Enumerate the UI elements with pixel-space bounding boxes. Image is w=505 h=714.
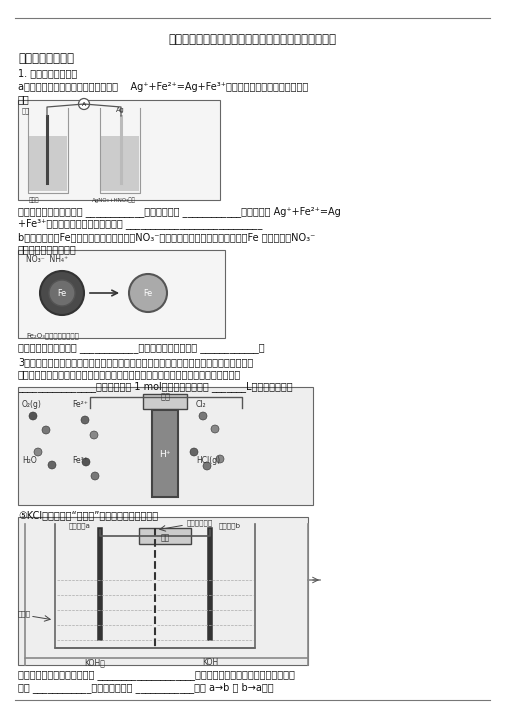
FancyBboxPatch shape: [152, 410, 178, 497]
Text: 阳离子交换膜: 阳离子交换膜: [187, 519, 213, 526]
Circle shape: [40, 271, 84, 315]
Text: Fe: Fe: [143, 288, 153, 298]
Text: A: A: [82, 101, 86, 106]
Text: Fe: Fe: [58, 288, 67, 298]
FancyBboxPatch shape: [56, 547, 154, 647]
Text: 电源: 电源: [161, 392, 171, 401]
Circle shape: [199, 412, 207, 420]
FancyBboxPatch shape: [143, 394, 187, 409]
Circle shape: [91, 472, 99, 480]
Text: HCl(g): HCl(g): [196, 456, 220, 465]
Text: 写出电解时阳极的电极反应式 ____________________电解过程中通过阳离子交换膜的离子主: 写出电解时阳极的电极反应式 ____________________电解过程中通…: [18, 670, 295, 680]
Text: 示。: 示。: [18, 94, 30, 104]
Circle shape: [49, 280, 75, 306]
Text: Cl₂: Cl₂: [196, 400, 207, 409]
Text: KOH电: KOH电: [84, 658, 106, 667]
Text: H₂O: H₂O: [22, 456, 37, 465]
Text: 上图中作负极的物质是 ____________。正极的电极反应式是 ____________。: 上图中作负极的物质是 ____________。正极的电极反应式是 ______…: [18, 343, 265, 353]
Circle shape: [90, 431, 98, 439]
Text: H⁺: H⁺: [159, 450, 171, 458]
FancyBboxPatch shape: [101, 136, 139, 191]
Circle shape: [29, 412, 37, 420]
Circle shape: [203, 462, 211, 470]
Circle shape: [42, 426, 50, 434]
Text: ⑤KCl：也可采用“电解法”制备，装置如图所示。: ⑤KCl：也可采用“电解法”制备，装置如图所示。: [18, 510, 158, 520]
FancyBboxPatch shape: [18, 250, 225, 338]
Text: 新的工艺方案，主要包括电化学过程和化学过程。如下图所示：阴极区的电极反应式为: 新的工艺方案，主要包括电化学过程和化学过程。如下图所示：阴极区的电极反应式为: [18, 369, 241, 379]
Text: 稀性电极a: 稀性电极a: [69, 522, 91, 528]
Text: 电源: 电源: [161, 533, 170, 543]
FancyBboxPatch shape: [156, 547, 254, 647]
Text: 高考化学易错题精选－化学能与电能练习题及答案解析: 高考化学易错题精选－化学能与电能练习题及答案解析: [168, 33, 336, 46]
Circle shape: [211, 425, 219, 433]
Circle shape: [190, 448, 198, 456]
Circle shape: [34, 448, 42, 456]
Circle shape: [216, 455, 224, 463]
Text: a）某同学利用原电池装置证明了反应    Ag⁺+Fe²⁺=Ag+Fe³⁺能够发生。设计的装置如下图所: a）某同学利用原电池装置证明了反应 Ag⁺+Fe²⁺=Ag+Fe³⁺能够发生。设…: [18, 82, 308, 92]
Text: +Fe³⁺能够发生的实验操作及现象是 ____________________________: +Fe³⁺能够发生的实验操作及现象是 _____________________…: [18, 218, 263, 229]
FancyBboxPatch shape: [18, 387, 313, 505]
FancyBboxPatch shape: [18, 517, 308, 665]
Circle shape: [129, 274, 167, 312]
Text: O₂(g): O₂(g): [22, 400, 42, 409]
Text: 要为 ____________。其迁移方向是 ____________（填 a→b 或 b→a）。: 要为 ____________。其迁移方向是 ____________（填 a→…: [18, 682, 274, 693]
Text: Fe₂O₃（磁铁、催导电）: Fe₂O₃（磁铁、催导电）: [26, 332, 79, 338]
Circle shape: [78, 99, 89, 109]
Text: 为达到目的，其中石墨为 ____________极，甲溶液是 ____________。证明反应 Ag⁺+Fe²⁺=Ag: 为达到目的，其中石墨为 ____________极，甲溶液是 _________…: [18, 206, 341, 217]
FancyBboxPatch shape: [29, 136, 67, 191]
Text: 惰性电极b: 惰性电极b: [219, 522, 241, 528]
FancyBboxPatch shape: [18, 100, 220, 200]
Text: 3）在传统的电解氯化氢回收氯气技术的基础上，科学家最近采用碳基电极材料设计了一种: 3）在传统的电解氯化氢回收氯气技术的基础上，科学家最近采用碳基电极材料设计了一种: [18, 357, 253, 367]
Circle shape: [81, 416, 89, 424]
Text: KOH: KOH: [202, 658, 218, 667]
Text: Ag: Ag: [116, 107, 125, 113]
Text: b）用零价铁（Fe）去除水体中的硝酸盐（NO₃⁻）成为环境修复研究的热点之一。Fe 还原水体中NO₃⁻: b）用零价铁（Fe）去除水体中的硝酸盐（NO₃⁻）成为环境修复研究的热点之一。F…: [18, 232, 315, 242]
Text: 一、化学能与电能: 一、化学能与电能: [18, 52, 74, 65]
Text: NO₃⁻  NH₄⁺: NO₃⁻ NH₄⁺: [26, 255, 68, 264]
Text: 的反应原理如图所示。: 的反应原理如图所示。: [18, 244, 77, 254]
Text: Fe²⁺: Fe²⁺: [72, 400, 88, 409]
Text: 甲溶液: 甲溶液: [29, 197, 39, 203]
Text: 冷却水: 冷却水: [18, 610, 31, 617]
Text: ________________。电路中转移 1 mol电子，需消耗氧气 _______L（标准状况）。: ________________。电路中转移 1 mol电子，需消耗氧气 ___…: [18, 381, 292, 392]
Text: 石墨: 石墨: [22, 107, 30, 114]
Text: Fe³⁺: Fe³⁺: [72, 456, 88, 465]
Text: 1. 方法与规律提炼：: 1. 方法与规律提炼：: [18, 68, 77, 78]
FancyBboxPatch shape: [139, 528, 191, 544]
Circle shape: [82, 458, 90, 466]
Text: AgNO₃+HNO₃溶液: AgNO₃+HNO₃溶液: [92, 197, 136, 203]
Circle shape: [48, 461, 56, 469]
